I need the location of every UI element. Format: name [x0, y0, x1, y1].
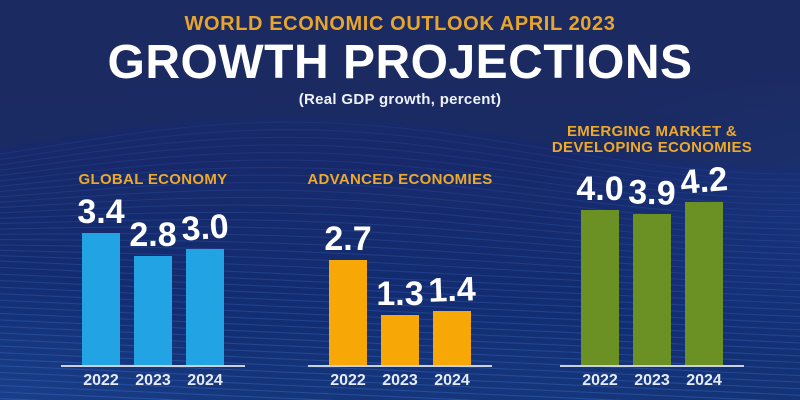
year-label: 2024 — [187, 372, 223, 389]
year-cell: 2024 — [685, 371, 723, 391]
bar-rect — [329, 260, 367, 365]
year-cell: 2022 — [82, 371, 120, 391]
group-title-line: DEVELOPING ECONOMIES — [551, 139, 753, 156]
bar-value-label: 2.8 — [129, 216, 177, 255]
bar-rect — [82, 233, 120, 365]
year-cell: 2023 — [381, 371, 419, 391]
bar-value-label: 3.9 — [627, 172, 677, 213]
bar-2023: 3.9 — [628, 173, 676, 365]
chart-group-advanced-economies: ADVANCED ECONOMIES 2.7 1.3 1.4 2022 2023 202… — [305, 120, 495, 396]
bar-2024: 3.0 — [180, 207, 230, 365]
bar-value-label: 3.0 — [180, 207, 230, 249]
year-cell: 2023 — [134, 371, 172, 391]
chart-subtitle: (Real GDP growth, percent) — [298, 91, 502, 108]
year-label: 2022 — [582, 372, 618, 389]
group-title: ADVANCED ECONOMIES — [275, 172, 525, 188]
bar-2022: 4.0 — [576, 172, 624, 365]
group-title: EMERGING MARKET & DEVELOPING ECONOMIES — [527, 124, 777, 156]
group-title-line: ADVANCED ECONOMIES — [307, 171, 493, 188]
year-cell: 2022 — [329, 371, 367, 391]
bars: 3.4 2.8 3.0 — [58, 193, 248, 365]
group-title: GLOBAL ECONOMY — [28, 172, 278, 188]
axis-baseline — [61, 365, 245, 367]
bar-rect — [581, 209, 619, 365]
year-label: 2022 — [330, 372, 366, 389]
bar-rect — [186, 248, 224, 365]
bar-rect — [433, 310, 471, 365]
axis-baseline — [560, 365, 744, 367]
year-labels: 2022 2023 2024 — [305, 371, 495, 391]
bars: 4.0 3.9 4.2 — [557, 160, 747, 365]
page-title: GROWTH PROJECTIONS — [107, 36, 693, 89]
bar-2024: 4.2 — [679, 160, 729, 365]
bar-value-label: 1.4 — [427, 269, 477, 310]
bar-rect — [381, 314, 419, 365]
bars: 2.7 1.3 1.4 — [305, 193, 495, 365]
chart-group-global-economy: GLOBAL ECONOMY 3.4 2.8 3.0 2022 2023 2024 — [58, 120, 248, 396]
year-labels: 2022 2023 2024 — [58, 371, 248, 391]
year-cell: 2022 — [581, 371, 619, 391]
bar-value-label: 4.2 — [678, 160, 730, 202]
year-cell: 2024 — [433, 371, 471, 391]
bar-value-label: 4.0 — [576, 169, 624, 208]
year-labels: 2022 2023 2024 — [557, 371, 747, 391]
year-label: 2023 — [382, 372, 418, 389]
year-label: 2024 — [434, 372, 470, 389]
year-label: 2023 — [135, 372, 171, 389]
report-kicker: WORLD ECONOMIC OUTLOOK APRIL 2023 — [184, 13, 616, 35]
year-cell: 2023 — [633, 371, 671, 391]
group-title-line: EMERGING MARKET & — [566, 123, 738, 140]
bar-rect — [685, 202, 723, 365]
bar-rect — [633, 213, 671, 365]
axis-baseline — [308, 365, 492, 367]
chart-header: WORLD ECONOMIC OUTLOOK APRIL 2023 GROWTH… — [0, 12, 800, 109]
year-label: 2024 — [686, 372, 722, 389]
year-label: 2022 — [83, 372, 119, 389]
chart-group-emerging-markets: EMERGING MARKET & DEVELOPING ECONOMIES 4.… — [552, 120, 752, 396]
bar-2024: 1.4 — [428, 270, 476, 365]
bar-rect — [134, 256, 172, 365]
bar-2023: 1.3 — [376, 277, 424, 365]
year-cell: 2024 — [186, 371, 224, 391]
bar-2023: 2.8 — [129, 218, 177, 365]
bar-value-label: 1.3 — [376, 274, 424, 313]
bar-value-label: 3.4 — [77, 193, 125, 232]
year-label: 2023 — [634, 372, 670, 389]
bar-2022: 2.7 — [324, 222, 372, 365]
bar-2022: 3.4 — [77, 195, 125, 365]
bar-value-label: 2.7 — [324, 220, 372, 259]
group-title-line: GLOBAL ECONOMY — [78, 171, 228, 188]
